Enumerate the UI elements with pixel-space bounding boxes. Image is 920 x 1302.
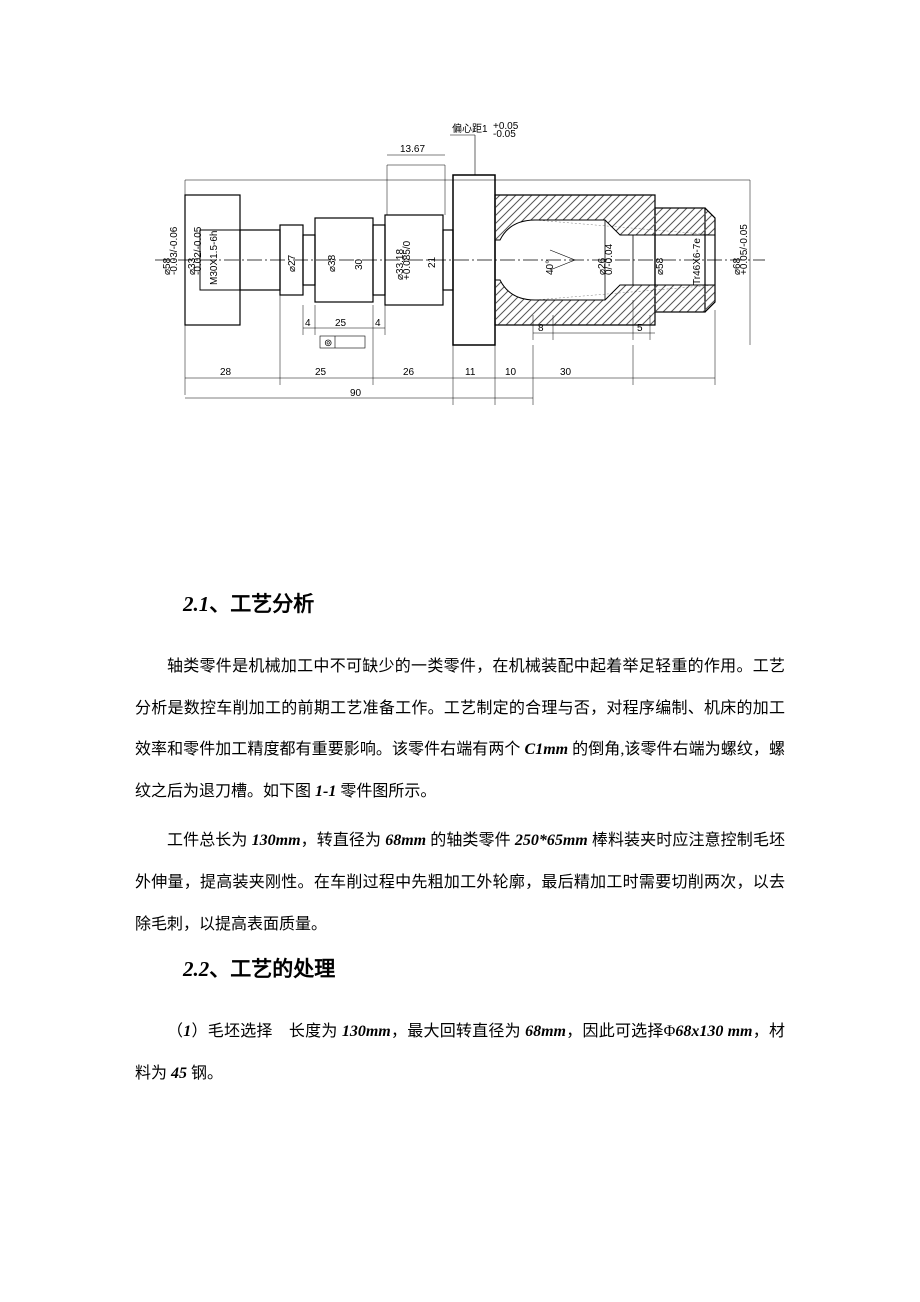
section22-p1: （1）毛坯选择 长度为 130mm，最大回转直径为 68mm，因此可选择Φ68x… xyxy=(135,1011,785,1094)
dim-13-67: 13.67 xyxy=(400,144,425,155)
tr46: Tr46X6-7e xyxy=(692,238,703,285)
dim-30v: 30 xyxy=(354,258,365,270)
dim-28: 28 xyxy=(220,367,232,378)
section21-p1: 轴类零件是机械加工中不可缺少的一类零件，在机械装配中起着举足轻重的作用。工艺分析… xyxy=(135,646,785,812)
phi26-tol: 0/-0.04 xyxy=(604,243,615,275)
top-tol-low: -0.05 xyxy=(493,129,516,140)
phi58-tol: -0.03/-0.06 xyxy=(169,226,180,275)
dim-11: 11 xyxy=(465,367,476,378)
heading-2-2: 2.2、工艺的处理 xyxy=(183,953,785,983)
heading-2-1-sep: 、 xyxy=(209,592,230,616)
dim-4b: 4 xyxy=(375,318,381,329)
angle-40: 40° xyxy=(545,260,556,275)
dim-25a: 25 xyxy=(335,318,347,329)
dim-30: 30 xyxy=(560,367,572,378)
phi3318-tol: +0.085/0 xyxy=(402,240,413,280)
phi38: ⌀38 xyxy=(327,254,338,272)
heading-2-2-num: 2.2 xyxy=(183,957,209,981)
heading-2-2-sep: 、 xyxy=(209,957,230,981)
dim-10: 10 xyxy=(505,367,517,378)
technical-drawing: 40° 偏心距1 +0.05 -0.05 13.67 4 xyxy=(155,100,765,420)
dim-8: 8 xyxy=(538,323,544,334)
dim-21: 21 xyxy=(427,256,438,268)
phi58b: ⌀58 xyxy=(655,257,666,275)
heading-2-1: 2.1、工艺分析 xyxy=(183,588,785,618)
text-content: 2.1、工艺分析 轴类零件是机械加工中不可缺少的一类零件，在机械装配中起着举足轻… xyxy=(135,588,785,1102)
section21-p2: 工件总长为 130mm，转直径为 68mm 的轴类零件 250*65mm 棒料装… xyxy=(135,820,785,945)
heading-2-1-num: 2.1 xyxy=(183,592,209,616)
dim-90: 90 xyxy=(350,388,362,399)
heading-2-2-text: 工艺的处理 xyxy=(230,957,335,981)
dim-25b: 25 xyxy=(315,367,327,378)
dim-4a: 4 xyxy=(305,318,311,329)
phi27: ⌀27 xyxy=(287,254,298,272)
dim-26: 26 xyxy=(403,367,415,378)
m30: M30X1.5-6h xyxy=(209,231,220,285)
top-callout: 偏心距1 xyxy=(452,122,488,135)
heading-2-1-text: 工艺分析 xyxy=(230,592,314,616)
dim-5: 5 xyxy=(637,323,643,334)
drawing-svg: 40° 偏心距1 +0.05 -0.05 13.67 4 xyxy=(155,100,765,420)
phi33-tol: -0.02/-0.05 xyxy=(193,226,204,275)
phi68-tol: +0.05/-0.05 xyxy=(739,224,750,275)
svg-text:⊚: ⊚ xyxy=(324,338,332,349)
